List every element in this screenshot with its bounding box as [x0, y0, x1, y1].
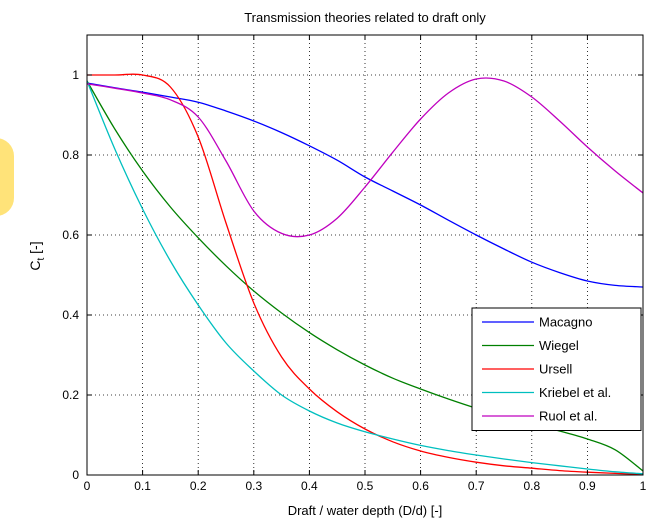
y-axis-label-main: C — [27, 261, 43, 271]
y-tick-label: 0.4 — [62, 308, 79, 322]
chart-title: Transmission theories related to draft o… — [244, 10, 486, 25]
y-tick-label: 0.6 — [62, 228, 79, 242]
y-axis-label: Ct [-] — [27, 241, 47, 270]
legend-label-kriebel-et-al: Kriebel et al. — [539, 385, 611, 400]
axis-ticks: 0 0.1 0.2 0.3 0.4 0.5 0.6 0.7 0.8 0.9 1 0 0.2 0.4 0.6 0… — [62, 35, 647, 493]
grid-lines — [87, 35, 643, 475]
x-axis-label: Draft / water depth (D/d) [-] — [288, 503, 443, 518]
x-tick-label: 0.9 — [579, 479, 596, 493]
x-tick-label: 0.2 — [190, 479, 207, 493]
legend: Macagno Wiegel Ursell Kriebel et al. Ruol et… — [471, 307, 642, 431]
series-lines — [86, 73, 644, 475]
x-tick-label: 0.5 — [357, 479, 374, 493]
x-tick-label: 0.1 — [134, 479, 151, 493]
series-line-ruol-et-al — [86, 77, 644, 238]
x-tick-label: 0.4 — [301, 479, 318, 493]
legend-label-ruol-et-al: Ruol et al. — [539, 409, 598, 424]
series-line-macagno — [86, 82, 644, 288]
x-tick-label: 0.3 — [245, 479, 262, 493]
x-tick-label: 0.8 — [523, 479, 540, 493]
y-tick-label: 0.2 — [62, 388, 79, 402]
y-tick-label: 0.8 — [62, 148, 79, 162]
x-tick-label: 1 — [640, 479, 647, 493]
y-tick-label: 1 — [72, 68, 79, 82]
series-line-ursell — [86, 73, 644, 475]
y-axis-label-unit: [-] — [27, 241, 43, 257]
legend-label-macagno: Macagno — [539, 315, 592, 330]
legend-label-wiegel: Wiegel — [539, 338, 579, 353]
x-tick-label: 0.7 — [468, 479, 485, 493]
y-tick-label: 0 — [72, 468, 79, 482]
legend-label-ursell: Ursell — [539, 362, 572, 377]
x-tick-label: 0.6 — [412, 479, 429, 493]
y-axis-label-sub: t — [36, 258, 47, 261]
x-tick-label: 0 — [84, 479, 91, 493]
background-highlight — [0, 138, 14, 216]
series-line-kriebel-et-al — [86, 80, 644, 475]
